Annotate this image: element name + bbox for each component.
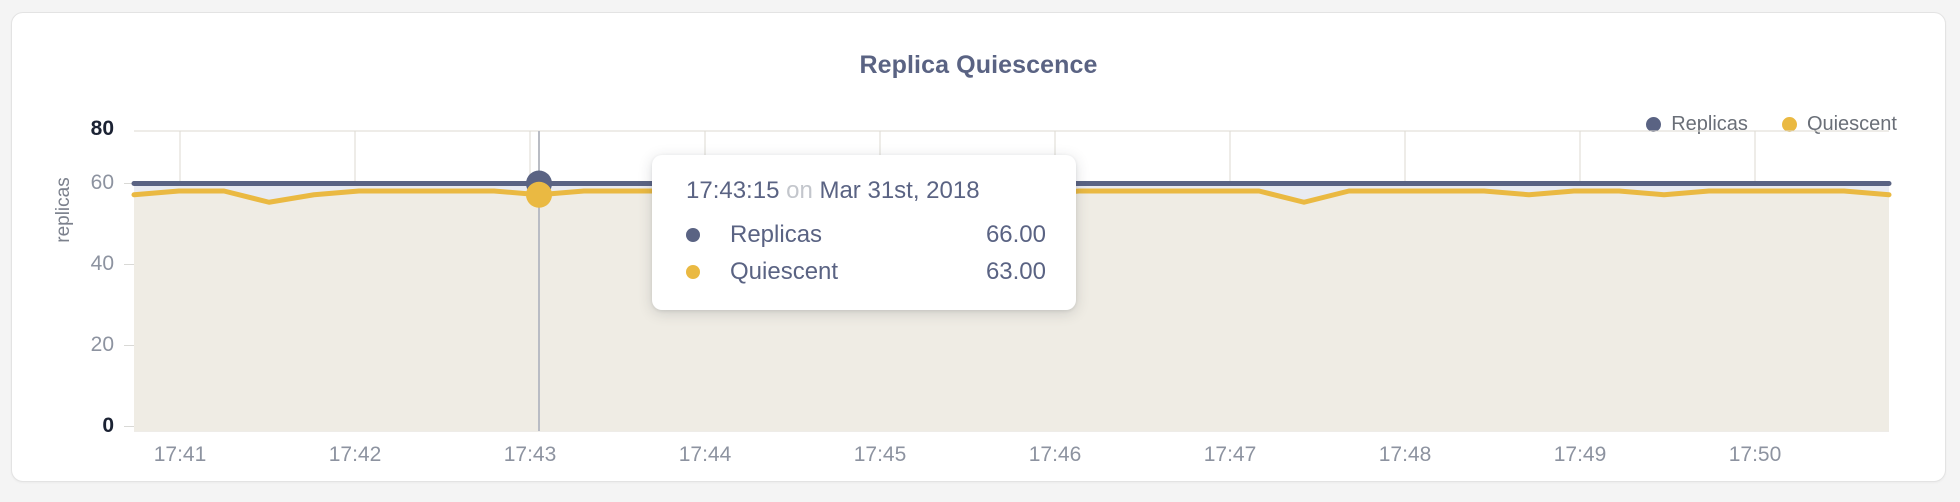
chart-card: Replica Quiescence Replicas Quiescent re…	[11, 12, 1946, 482]
tooltip-value-quiescent: 63.00	[985, 258, 1046, 285]
y-tick-80: 80	[90, 117, 114, 140]
x-tick-6: 17:47	[1203, 443, 1257, 466]
tooltip-date: Mar 31st, 2018	[819, 177, 980, 204]
chart-svg	[131, 130, 1892, 432]
x-tick-0: 17:41	[153, 443, 207, 466]
series-dot-icon	[686, 228, 700, 242]
highlight-markers	[526, 131, 552, 431]
tooltip-label-replicas: Replicas	[730, 221, 823, 248]
x-tick-8: 17:49	[1553, 443, 1607, 466]
page-title: Replica Quiescence	[859, 51, 1098, 79]
chart-tooltip: 17:43:15 on Mar 31st, 2018 Replicas 66.0…	[652, 155, 1076, 310]
x-tick-4: 17:45	[853, 443, 907, 466]
tooltip-timestamp: 17:43:15 on Mar 31st, 2018	[686, 177, 1046, 205]
series-dot-icon	[1646, 117, 1662, 132]
y-tick-mark	[124, 345, 134, 346]
legend-item-quiescent[interactable]: Quiescent	[1781, 113, 1897, 136]
x-tick-9: 17:50	[1728, 443, 1782, 466]
y-tick-60: 60	[90, 171, 114, 194]
x-tick-1: 17:42	[328, 443, 382, 466]
legend-label-replicas: Replicas	[1671, 113, 1748, 135]
x-tick-2: 17:43	[503, 443, 557, 466]
x-tick-3: 17:44	[678, 443, 732, 466]
tooltip-value-replicas: 66.00	[985, 221, 1046, 248]
tooltip-time: 17:43:15	[686, 177, 780, 204]
series-dot-icon	[686, 265, 700, 279]
series-dot-icon	[1781, 117, 1797, 132]
tooltip-row-quiescent: Quiescent 63.00	[686, 258, 1046, 286]
y-tick-mark	[124, 264, 134, 265]
plot-area[interactable]: replicas 80 60 40 20 0 17:41 17:42 17:43…	[12, 13, 1945, 481]
y-tick-20: 20	[90, 333, 114, 356]
tooltip-label-quiescent: Quiescent	[730, 258, 839, 285]
chart-legend: Replicas Quiescent	[1646, 113, 1897, 136]
y-tick-40: 40	[90, 252, 114, 275]
tooltip-row-replicas: Replicas 66.00	[686, 221, 1046, 249]
y-tick-0: 0	[102, 414, 114, 437]
x-tick-5: 17:46	[1028, 443, 1082, 466]
legend-item-replicas[interactable]: Replicas	[1646, 113, 1748, 136]
y-tick-mark	[124, 426, 134, 427]
tooltip-on-word: on	[786, 177, 813, 204]
x-tick-7: 17:48	[1378, 443, 1432, 466]
legend-label-quiescent: Quiescent	[1806, 113, 1897, 135]
y-tick-mark	[124, 183, 134, 184]
